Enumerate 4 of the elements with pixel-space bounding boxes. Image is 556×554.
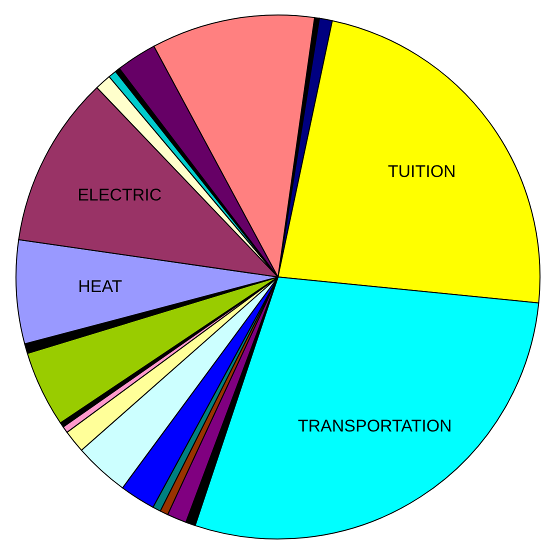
slice-label: TUITION <box>388 162 456 181</box>
slice-label: HEAT <box>78 277 122 296</box>
slice-label: ELECTRIC <box>78 185 162 204</box>
slice-label: TRANSPORTATION <box>298 416 452 436</box>
